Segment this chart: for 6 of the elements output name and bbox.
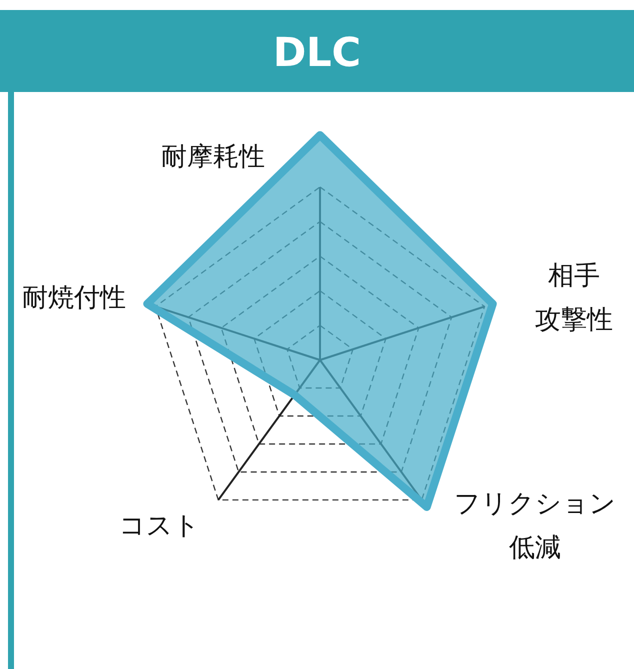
- spoke-label: 耐摩耗性: [161, 142, 265, 172]
- spoke-label: 耐焼付性: [22, 282, 126, 313]
- spoke-label: フリクション低減: [454, 489, 616, 564]
- spoke-label: コスト: [119, 511, 200, 542]
- spoke-label: 相手攻撃性: [535, 260, 614, 335]
- chart-title: DLC: [272, 30, 362, 76]
